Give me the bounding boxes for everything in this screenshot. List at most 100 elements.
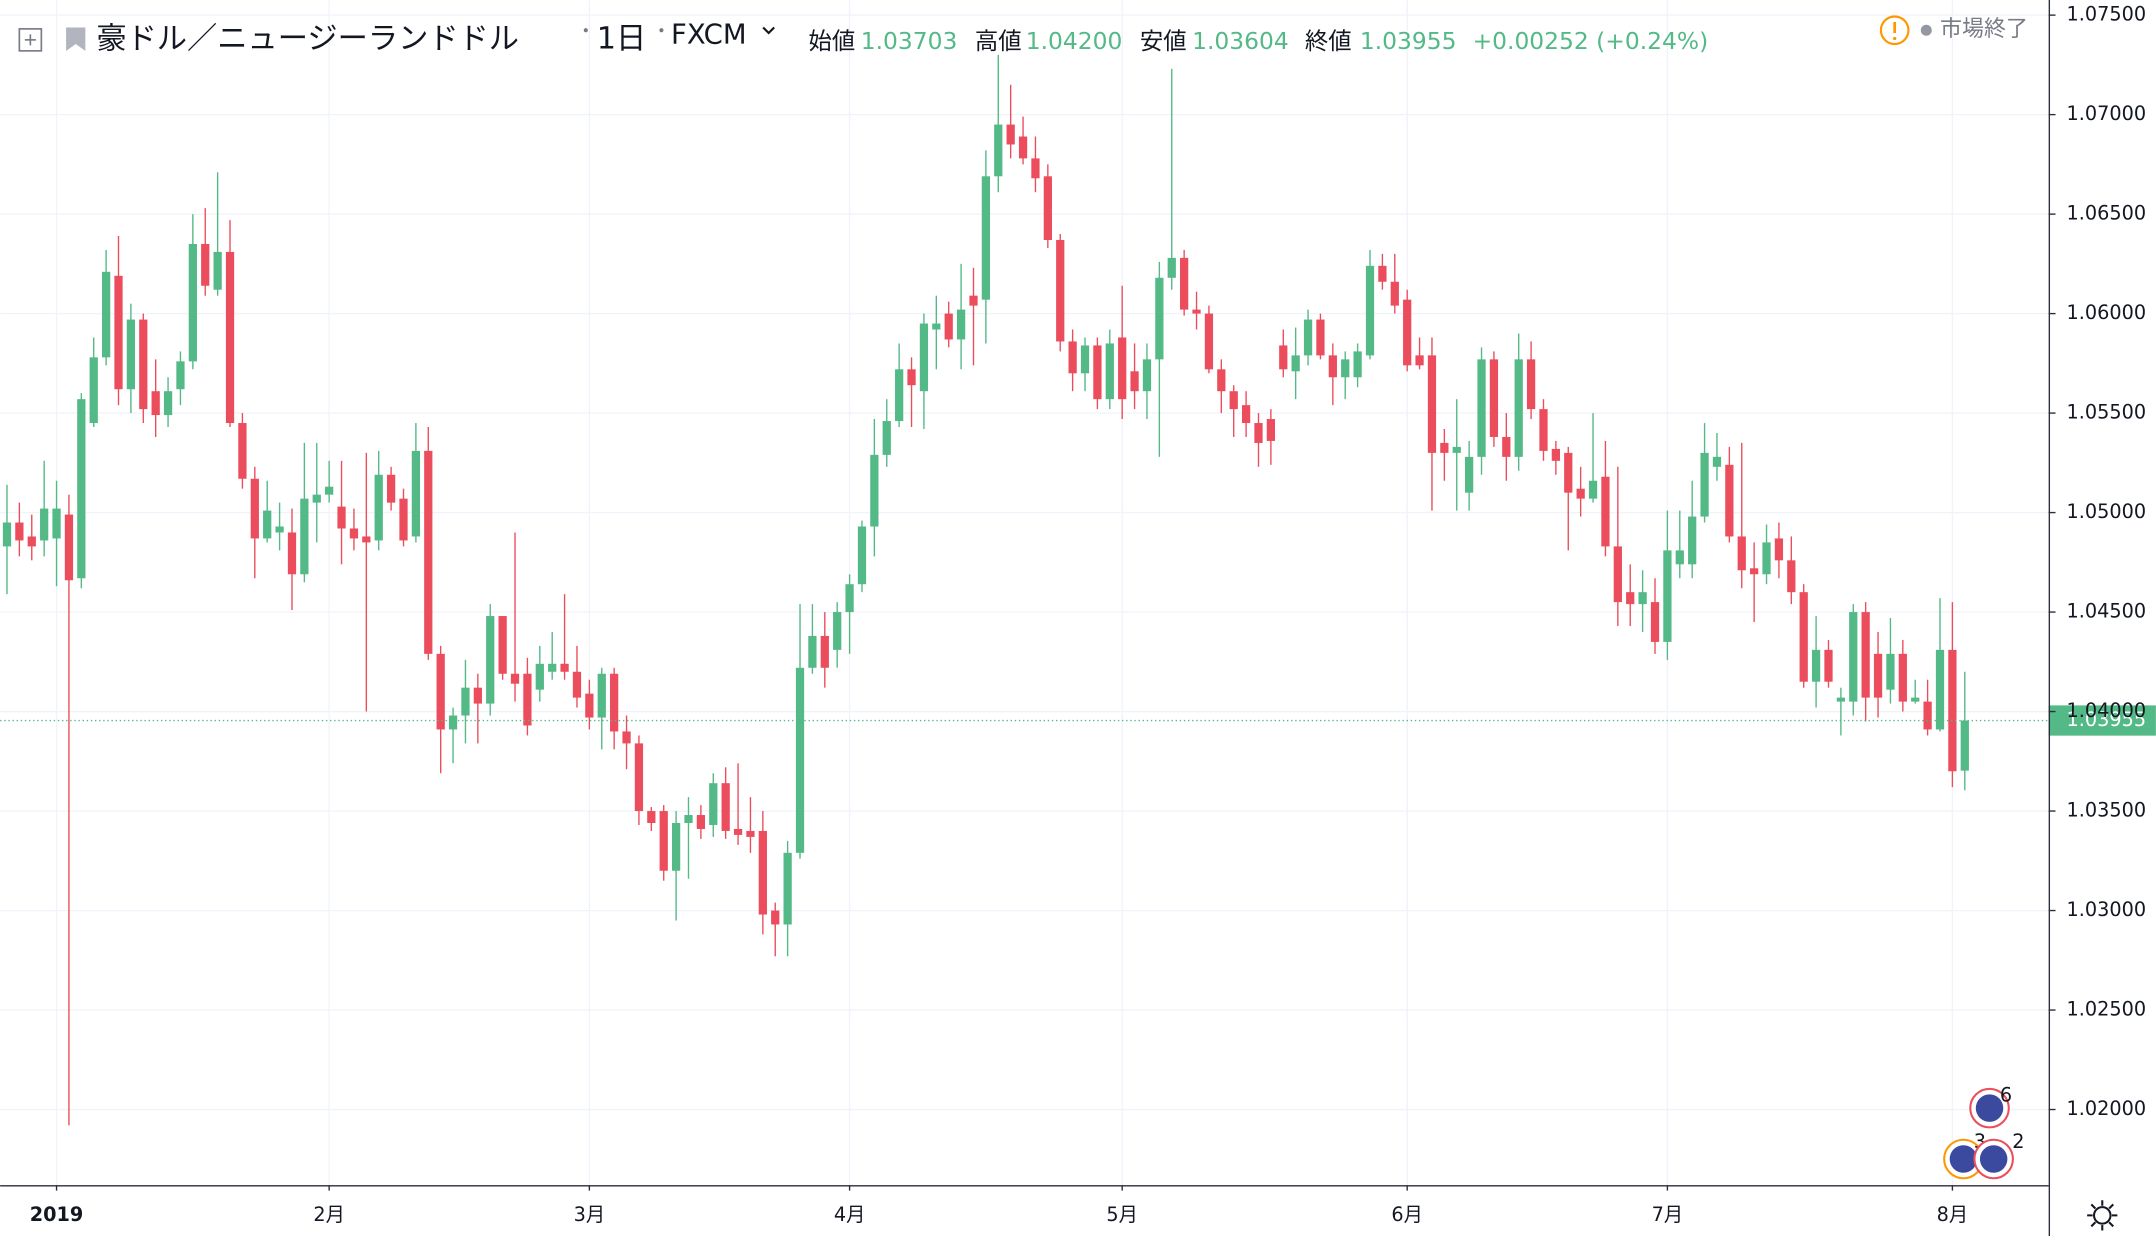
interval: 1日 [597, 21, 646, 56]
candle-body [1489, 359, 1499, 437]
candle-body [572, 671, 582, 698]
candle-body [956, 309, 966, 340]
candle-body [1712, 456, 1722, 467]
open-value: 1.03703 [861, 27, 958, 55]
candle-body [1663, 550, 1672, 642]
candle-body [610, 673, 619, 732]
event-count: 6 [2000, 1083, 2012, 1106]
candle-body [1465, 456, 1474, 493]
candle-body [101, 271, 111, 358]
candle-body [548, 663, 557, 672]
close-value: 1.03955 [1360, 27, 1457, 55]
candle-body [448, 715, 458, 730]
candle-body [1167, 257, 1176, 278]
x-tick-label: 4月 [834, 1203, 865, 1226]
candle-body [1254, 423, 1263, 443]
candle-body [1588, 480, 1598, 499]
candle-body [1266, 419, 1276, 441]
symbol: 豪ドル／ニュージーランドドル [96, 21, 519, 56]
candle-body [845, 584, 854, 613]
settings-icon[interactable] [2087, 1200, 2118, 1231]
candle-body [1316, 319, 1325, 356]
candle-body [1291, 355, 1300, 372]
candle-body [919, 323, 929, 392]
candle-body [374, 474, 383, 541]
add-icon[interactable] [18, 28, 43, 52]
warning-icon[interactable] [1879, 15, 1910, 46]
candle-body [597, 673, 606, 718]
candle-body [1328, 355, 1337, 378]
candle-body [1861, 612, 1870, 698]
event-icon [1979, 1145, 2008, 1173]
candle-body [498, 616, 507, 674]
candle-body [535, 663, 544, 690]
status-dot [1920, 24, 1932, 36]
source-chevron[interactable] [762, 26, 775, 35]
candle-body [1564, 452, 1573, 493]
candle-body [1068, 341, 1077, 374]
candle-body [1750, 568, 1759, 575]
candle-body [1427, 355, 1437, 453]
candle-body [870, 454, 879, 527]
last-price-label: 1.03955 [2067, 708, 2147, 731]
close-label: 終値 [1305, 27, 1352, 55]
candle-body [40, 508, 49, 541]
candle-body [1105, 343, 1114, 400]
candle-body [1898, 653, 1907, 702]
separator [659, 28, 664, 33]
candle-body [1787, 560, 1796, 593]
candle-body [1093, 345, 1102, 400]
candle-body [188, 243, 197, 362]
candle-body [1241, 405, 1251, 424]
candle-body [721, 783, 730, 831]
candle-body [647, 811, 656, 823]
y-tick-label: 1.05500 [2067, 401, 2147, 424]
candle-body [250, 478, 259, 539]
candle-body [1576, 488, 1585, 499]
change-value: +0.00252 (+0.24%) [1473, 27, 1709, 55]
candle-body [1923, 701, 1932, 730]
candle-body [337, 506, 346, 529]
candle-body [1353, 351, 1362, 378]
candle-body [163, 391, 173, 416]
y-tick-label: 1.02500 [2067, 998, 2147, 1021]
candle-body [1626, 592, 1635, 605]
candle-body [1180, 257, 1189, 310]
candle-body [300, 498, 309, 575]
candle-body [795, 667, 805, 853]
candle-body [585, 693, 594, 718]
candle-body [833, 612, 842, 650]
candle-body [1725, 464, 1734, 537]
candle-body [1155, 277, 1164, 360]
source[interactable]: FXCM [671, 19, 747, 51]
candle-body [1229, 391, 1238, 410]
candle-body [114, 275, 123, 390]
candle-body [981, 176, 991, 300]
candle-body [684, 815, 693, 823]
candle-body [969, 295, 978, 306]
candle-body [1811, 649, 1821, 682]
candle-body [1675, 550, 1684, 565]
candle-body [1452, 446, 1461, 453]
candle-body [126, 319, 136, 390]
x-tick-label: 2月 [313, 1203, 344, 1226]
candle-body [671, 822, 681, 871]
low-label: 安値 [1140, 27, 1187, 55]
candle-body [1204, 313, 1214, 370]
x-tick-label: 3月 [574, 1203, 605, 1226]
candle-body [659, 811, 668, 871]
candle-body [312, 494, 321, 503]
candle-body [486, 616, 495, 704]
candle-body [1526, 359, 1536, 410]
candle-body [1638, 592, 1647, 605]
candle-body [287, 532, 297, 575]
event-markers: 63 2 [1943, 1083, 2025, 1180]
candle-body [1118, 337, 1127, 400]
candle-layer [2, 54, 1969, 1126]
candle-body [1403, 299, 1412, 366]
x-tick-label: 6月 [1391, 1203, 1422, 1226]
market-status: 市場終了 [1879, 15, 2028, 46]
low-value: 1.03604 [1192, 27, 1289, 55]
